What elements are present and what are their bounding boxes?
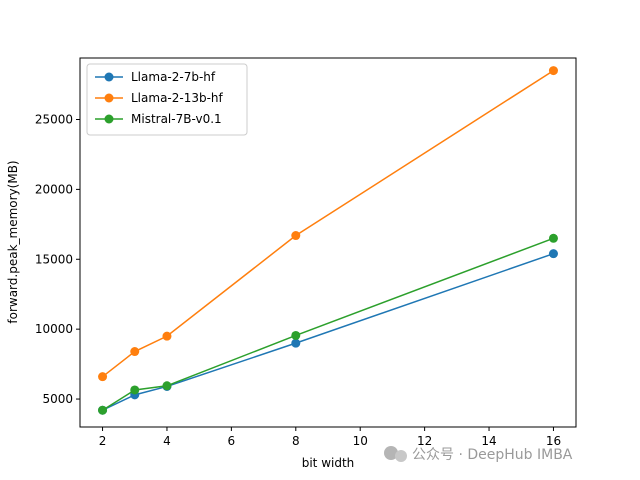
x-tick-label: 16 — [546, 434, 561, 448]
data-point — [548, 249, 558, 259]
legend: Llama-2-7b-hf Llama-2-13b-hf Mistral-7B-v0… — [86, 63, 248, 136]
legend-swatch-marker — [104, 114, 114, 124]
data-point — [548, 66, 558, 76]
y-tick-label: 5000 — [42, 392, 73, 406]
y-tick-label: 25000 — [35, 113, 73, 127]
data-point — [548, 233, 558, 243]
x-axis-label: bit width — [302, 456, 355, 470]
y-tick-label: 15000 — [35, 252, 73, 266]
legend-label: Mistral-7B-v0.1 — [131, 112, 222, 126]
watermark-text: 公众号 · DeepHub IMBA — [412, 447, 573, 463]
data-point — [98, 372, 108, 382]
data-point — [291, 231, 301, 241]
data-point — [98, 405, 108, 415]
wechat-icon — [384, 446, 407, 462]
x-tick-label: 12 — [417, 434, 432, 448]
series-Llama-2-13b-hf — [98, 66, 558, 382]
data-point — [291, 330, 301, 340]
legend-swatch-marker — [104, 93, 114, 103]
legend-item: Llama-2-7b-hf — [95, 70, 216, 84]
data-point — [130, 385, 140, 395]
x-tick-label: 10 — [353, 434, 368, 448]
data-point — [130, 347, 140, 357]
x-tick-label: 6 — [228, 434, 236, 448]
y-axis-label: forward.peak_memory(MB) — [6, 160, 20, 323]
y-tick-label: 10000 — [35, 322, 73, 336]
watermark: 公众号 · DeepHub IMBA — [384, 446, 573, 463]
series-Mistral-7B-v0.1 — [98, 233, 558, 415]
legend-item: Mistral-7B-v0.1 — [95, 112, 222, 126]
x-tick-label: 2 — [99, 434, 107, 448]
y-ticks: 5000 10000 15000 20000 25000 — [35, 113, 80, 406]
legend-label: Llama-2-13b-hf — [131, 91, 224, 105]
y-tick-label: 20000 — [35, 182, 73, 196]
legend-swatch-marker — [104, 72, 114, 82]
x-tick-label: 4 — [163, 434, 171, 448]
legend-box — [86, 63, 248, 136]
data-point — [291, 338, 301, 348]
series-lines — [98, 66, 558, 415]
legend-item: Llama-2-13b-hf — [95, 91, 224, 105]
x-ticks: 2 4 6 8 10 12 14 16 — [99, 427, 561, 448]
data-point — [162, 331, 172, 341]
legend-label: Llama-2-7b-hf — [131, 70, 216, 84]
data-point — [162, 381, 172, 391]
x-tick-label: 14 — [481, 434, 496, 448]
x-tick-label: 8 — [292, 434, 300, 448]
